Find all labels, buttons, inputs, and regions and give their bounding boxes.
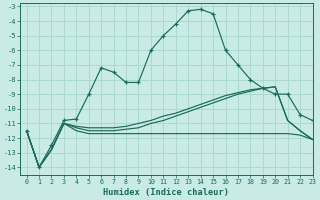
X-axis label: Humidex (Indice chaleur): Humidex (Indice chaleur) — [103, 188, 229, 197]
